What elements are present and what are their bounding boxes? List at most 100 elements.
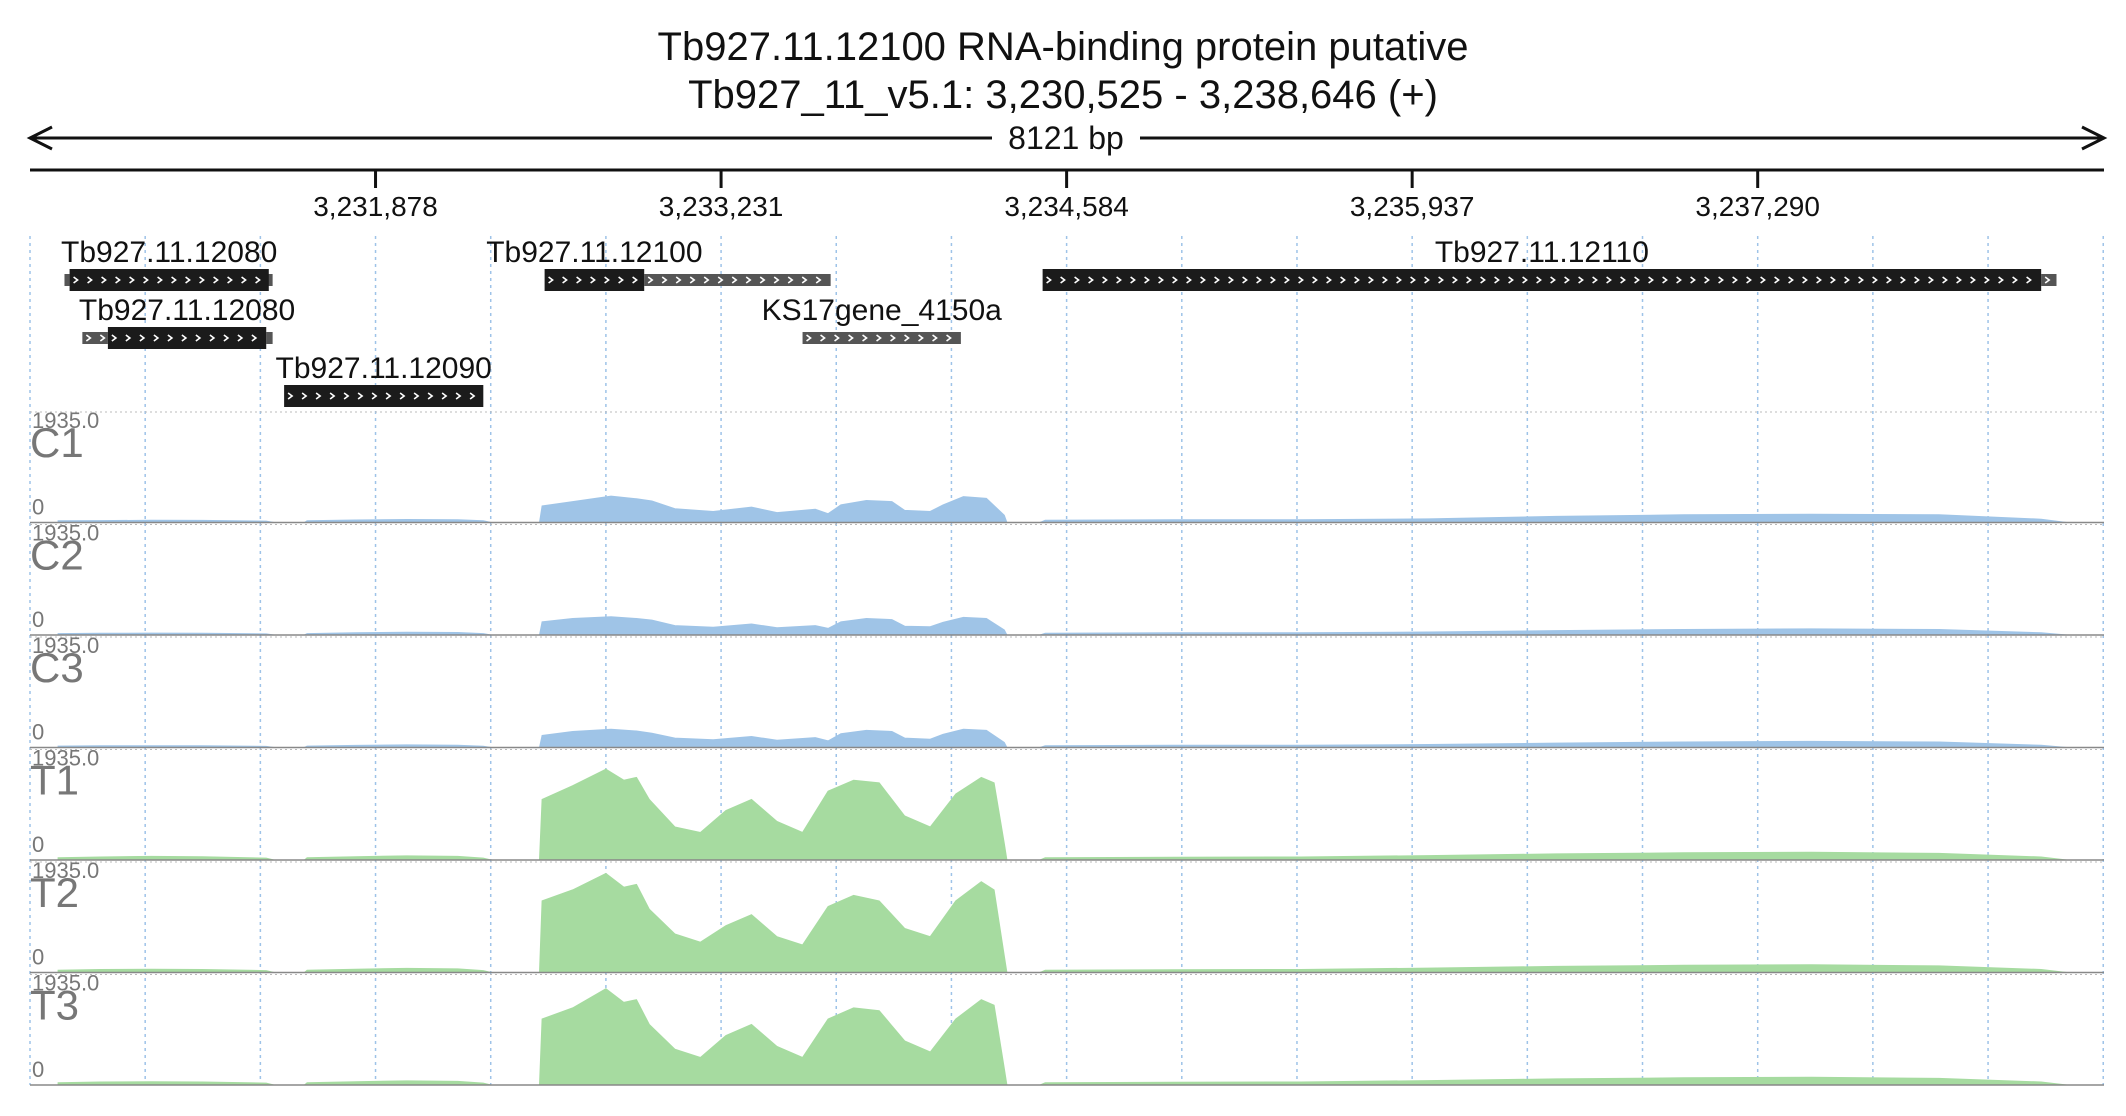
coverage-area-C2 (57, 616, 2067, 636)
strand-chevron (287, 392, 294, 400)
strand-chevron (834, 334, 840, 342)
strand-chevron (862, 334, 868, 342)
gene-g1: Tb927.11.12080 (61, 236, 277, 291)
strand-chevron (1354, 276, 1360, 284)
strand-chevron (806, 334, 812, 342)
strand-chevron (1536, 276, 1542, 284)
strand-chevron (1508, 276, 1514, 284)
span-label: 8121 bp (1008, 120, 1124, 156)
strand-chevron (87, 276, 93, 284)
strand-chevron (1410, 276, 1416, 284)
strand-chevron (1760, 276, 1766, 284)
ruler-tick-label: 3,235,937 (1350, 191, 1475, 222)
strand-chevron (1564, 276, 1570, 284)
strand-chevron (181, 334, 188, 342)
strand-chevron (1130, 276, 1136, 284)
strand-chevron (1088, 276, 1094, 284)
strand-chevron (1900, 276, 1906, 284)
strand-chevron (890, 334, 896, 342)
strand-chevron (153, 334, 160, 342)
gene-utr (266, 332, 273, 344)
strand-chevron (1634, 276, 1640, 284)
scale-max-label: 1935.0 (32, 521, 99, 546)
strand-chevron (1858, 276, 1864, 284)
gene-label: Tb927.11.12080 (79, 294, 295, 327)
scale-max-label: 1935.0 (32, 971, 99, 996)
strand-chevron (455, 392, 462, 400)
strand-chevron (1396, 276, 1402, 284)
strand-chevron (703, 276, 710, 284)
strand-chevron (604, 276, 610, 284)
gene-body (284, 385, 484, 407)
strand-chevron (932, 334, 938, 342)
strand-chevron (1242, 276, 1248, 284)
track-name: C2 (30, 532, 84, 579)
strand-chevron (1298, 276, 1304, 284)
strand-chevron (1214, 276, 1220, 284)
strand-chevron (427, 392, 434, 400)
ruler-tick-label: 3,233,231 (659, 191, 784, 222)
strand-chevron (1466, 276, 1472, 284)
strand-chevron (101, 276, 107, 284)
strand-chevron (413, 392, 420, 400)
strand-chevron (787, 276, 794, 284)
strand-chevron (1676, 276, 1682, 284)
strand-chevron (1186, 276, 1192, 284)
strand-chevron (918, 334, 924, 342)
strand-chevron (759, 276, 766, 284)
ruler-tick-label: 3,231,878 (313, 191, 438, 222)
strand-chevron (1942, 276, 1948, 284)
span-arrow-right (2081, 125, 2108, 151)
strand-chevron (1284, 276, 1290, 284)
strand-chevron (2044, 276, 2051, 284)
strand-chevron (1172, 276, 1178, 284)
strand-chevron (820, 334, 826, 342)
strand-chevron (1984, 276, 1990, 284)
ruler: 3,231,878 3,233,231 3,234,584 3,235,937 3,23… (30, 168, 2104, 222)
ruler-tick-label: 3,237,290 (1695, 191, 1820, 222)
gene-g5: KS17gene_4150a (762, 294, 1002, 344)
strand-chevron (1312, 276, 1318, 284)
locus-label: Tb927_11_v5.1: 3,230,525 - 3,238,646 (+) (688, 73, 1438, 117)
strand-chevron (1970, 276, 1976, 284)
gene-label: Tb927.11.12110 (1435, 236, 1649, 269)
strand-chevron (241, 276, 247, 284)
gene-label: Tb927.11.12080 (61, 236, 277, 269)
strand-chevron (237, 334, 244, 342)
strand-chevron (167, 334, 174, 342)
track-name: T1 (30, 757, 79, 804)
strand-chevron (73, 276, 79, 284)
strand-chevron (1368, 276, 1374, 284)
strand-chevron (1956, 276, 1962, 284)
strand-chevron (185, 276, 191, 284)
strand-chevron (255, 276, 261, 284)
strand-chevron (357, 392, 364, 400)
strand-chevron (801, 276, 808, 284)
strand-chevron (773, 276, 780, 284)
coverage-area-C1 (57, 495, 2067, 523)
coverage-area-T1 (57, 768, 2067, 861)
strand-chevron (171, 276, 177, 284)
strand-chevron (1382, 276, 1388, 284)
track-name: C3 (30, 644, 84, 691)
gene-g2: Tb927.11.12080 (79, 294, 295, 349)
strand-chevron (1872, 276, 1878, 284)
strand-chevron (213, 276, 219, 284)
scale-min-label: 0 (32, 607, 44, 632)
gene-body (69, 269, 269, 291)
strand-chevron (689, 276, 696, 284)
scale-min-label: 0 (32, 720, 44, 745)
ruler-ticks: 3,231,878 3,233,231 3,234,584 3,235,937 3,23… (313, 170, 1820, 222)
strand-chevron (1732, 276, 1738, 284)
strand-chevron (99, 334, 106, 342)
strand-chevron (1228, 276, 1234, 284)
strand-chevron (1452, 276, 1458, 284)
coverage-area-T2 (57, 872, 2067, 973)
strand-chevron (1816, 276, 1822, 284)
strand-chevron (1340, 276, 1346, 284)
strand-chevron (199, 276, 205, 284)
